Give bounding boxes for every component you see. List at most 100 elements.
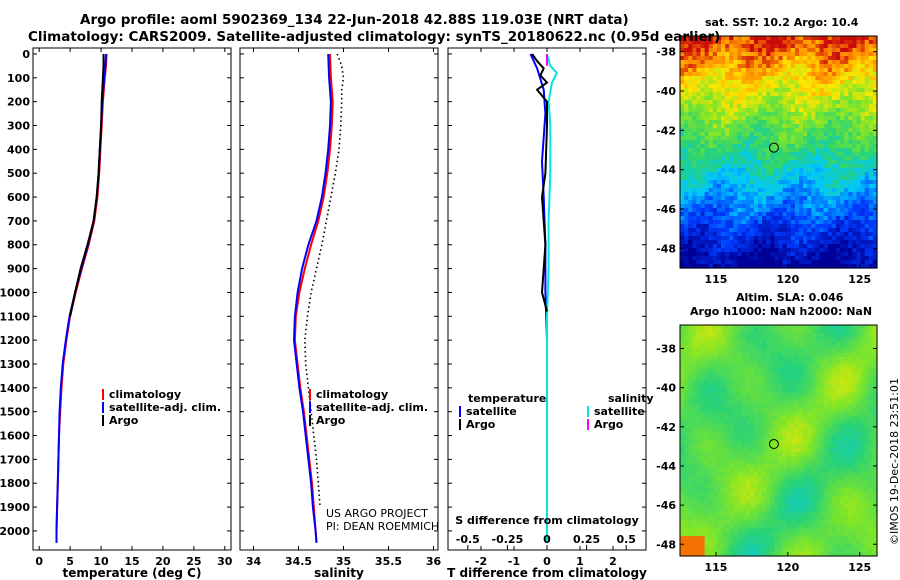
map-cell [696, 333, 702, 338]
map-cell [712, 96, 718, 101]
map-cell [807, 460, 812, 465]
map-cell [844, 148, 849, 153]
map-cell [856, 384, 862, 390]
map-cell [684, 172, 689, 177]
map-cell [692, 92, 697, 97]
map-cell [762, 340, 767, 346]
map-cell [704, 124, 710, 129]
map-cell [786, 256, 792, 261]
map-cell [782, 228, 788, 233]
map-cell [872, 440, 878, 446]
map-cell [700, 392, 706, 398]
map-cell [815, 96, 821, 101]
map-cell [749, 456, 755, 461]
map-cell [680, 212, 685, 217]
map-cell [762, 204, 767, 209]
map-cell [778, 380, 784, 386]
map-cell [741, 188, 747, 193]
map-cell [786, 468, 792, 473]
map-cell [762, 60, 767, 65]
map-cell [766, 264, 771, 269]
map-cell [799, 56, 804, 61]
map-cell [733, 112, 739, 117]
map-cell [737, 184, 743, 189]
map-cell [811, 340, 816, 346]
map-cell [860, 372, 866, 378]
map-cell [827, 392, 833, 398]
map-cell [749, 252, 755, 257]
map-cell [864, 156, 870, 161]
map-cell [753, 364, 759, 370]
map-cell [815, 160, 821, 165]
map-cell [716, 472, 722, 477]
map-cell [840, 168, 845, 173]
map-cell [745, 412, 751, 418]
map-cell [770, 132, 775, 137]
map-cell [712, 36, 718, 41]
map-cell [704, 44, 710, 49]
map-cell [790, 92, 796, 97]
map-cell [725, 360, 730, 366]
map-cell [708, 420, 714, 426]
map-cell [745, 448, 751, 454]
map-cell [684, 100, 689, 105]
map-cell [749, 76, 755, 81]
map-cell [836, 329, 841, 334]
map-cell [819, 48, 825, 53]
map-cell [872, 208, 878, 213]
map-cell [680, 144, 685, 149]
map-cell [716, 156, 722, 161]
map-cell [700, 36, 706, 41]
map-cell [856, 360, 862, 366]
map-cell [864, 440, 870, 446]
map-cell [749, 160, 755, 165]
map-cell [737, 220, 743, 225]
map-cell [758, 400, 763, 406]
map-cell [856, 412, 862, 418]
map-cell [823, 392, 829, 398]
map-cell [737, 252, 743, 257]
map-cell [737, 376, 743, 382]
map-cell [844, 448, 849, 454]
map-cell [729, 144, 734, 149]
map-cell [807, 432, 812, 438]
map-cell [684, 348, 689, 354]
map-cell [749, 220, 755, 225]
map-cell [741, 108, 747, 113]
map-cell [823, 144, 829, 149]
map-cell [790, 400, 796, 406]
map-cell [872, 356, 878, 362]
map-cell [688, 144, 693, 149]
map-cell [782, 48, 788, 53]
map-cell [790, 196, 796, 201]
map-cell [782, 116, 788, 121]
map-cell [844, 404, 849, 410]
map-cell [852, 460, 858, 465]
map-cell [823, 460, 829, 465]
map-cell [794, 220, 800, 225]
map-cell [831, 356, 837, 362]
map-cell [807, 160, 812, 165]
map-cell [696, 368, 702, 374]
map-cell [815, 120, 821, 125]
map-cell [704, 436, 710, 442]
map-cell [778, 200, 784, 205]
map-cell [700, 408, 706, 414]
map-cell [840, 40, 845, 45]
map-cell [831, 420, 837, 426]
map-cell [856, 333, 862, 338]
map-cell [684, 144, 689, 149]
map-cell [741, 348, 747, 354]
map-cell [684, 464, 689, 469]
map-cell [729, 132, 734, 137]
map-cell [819, 333, 825, 338]
map-cell [819, 424, 825, 430]
x-tick-label: 1 [576, 555, 584, 568]
map-cell [840, 376, 845, 382]
legend-label: Argo [109, 414, 139, 427]
map-cell [794, 192, 800, 197]
map-cell [790, 140, 796, 145]
map-cell [868, 408, 874, 414]
map-cell [766, 428, 771, 434]
map-cell [704, 72, 710, 77]
